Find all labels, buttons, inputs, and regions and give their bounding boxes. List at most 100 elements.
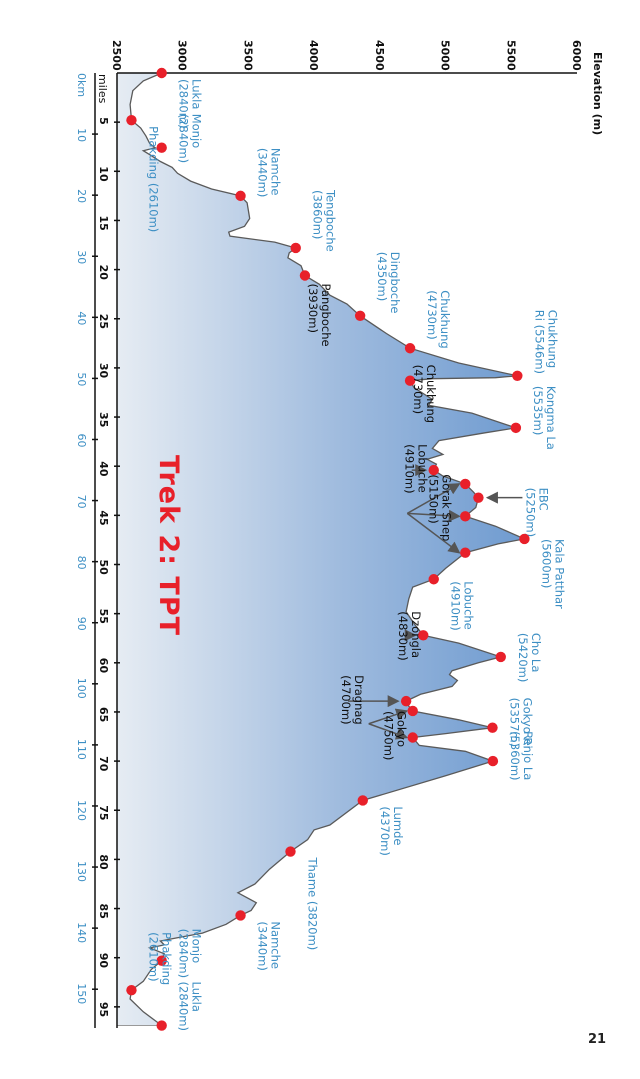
- km-tick-label: 40: [75, 311, 88, 325]
- waypoint-marker: [460, 511, 471, 522]
- waypoint-marker: [487, 755, 499, 767]
- elevation-tick-label: 3500: [241, 40, 254, 71]
- mile-tick-label: 10: [97, 166, 110, 182]
- waypoint-marker: [487, 722, 498, 733]
- waypoint-label: Kala Patthar: [552, 539, 566, 609]
- waypoint-label: (2840m): [177, 114, 191, 163]
- mile-tick-label: 80: [97, 854, 110, 870]
- waypoint-label: (5360m): [508, 731, 522, 780]
- km-tick-label: 50: [75, 372, 88, 386]
- km-tick-label: 140: [75, 922, 88, 943]
- km-tick-label: 10: [75, 128, 88, 142]
- waypoint-label: Tengboche: [324, 189, 338, 252]
- waypoint-label: Chukhung: [545, 310, 559, 368]
- km-tick-label: 0km: [75, 73, 88, 97]
- waypoint-label: Dzongla: [409, 611, 423, 658]
- waypoint-marker: [156, 142, 167, 153]
- mile-tick-label: 15: [97, 215, 110, 230]
- page-number: 21: [588, 1032, 607, 1047]
- mile-tick-label: 25: [97, 314, 110, 329]
- mile-tick-label: 5: [97, 117, 110, 125]
- waypoint-label: (3440m): [256, 148, 270, 197]
- waypoint-marker: [407, 732, 418, 743]
- waypoint-label: (4910m): [449, 581, 463, 630]
- mile-tick-label: 65: [97, 707, 110, 722]
- mile-tick-label: 90: [97, 953, 110, 969]
- waypoint-label: Monjo: [190, 929, 204, 963]
- waypoint-label: Monjo: [190, 114, 204, 148]
- waypoint-label: Lobuche: [416, 444, 430, 493]
- callout-arrow-icon: [368, 708, 409, 725]
- elevation-tick-label: 3000: [176, 40, 189, 71]
- waypoint-label: Dingboche: [388, 252, 402, 314]
- km-tick-label: 20: [75, 189, 88, 203]
- callout-arrow-icon: [406, 483, 461, 515]
- waypoint-label: (4370m): [378, 806, 392, 855]
- waypoint-label: (2840m): [177, 982, 191, 1031]
- waypoint-marker: [290, 242, 301, 254]
- mile-tick-label: 30: [97, 363, 110, 379]
- km-tick-label: 70: [75, 495, 88, 509]
- waypoint-label: (4830m): [396, 611, 410, 660]
- waypoint-label: Pangboche: [319, 283, 333, 346]
- waypoint-label: Dragnag: [352, 675, 366, 725]
- mile-tick-label: 60: [97, 658, 110, 674]
- waypoint-marker: [407, 705, 418, 717]
- waypoint-label: (5600m): [539, 539, 553, 588]
- waypoint-label: Lukla: [190, 79, 204, 109]
- callout-arrow-icon: [407, 509, 461, 522]
- chart-title: Trek 2: TPT: [153, 455, 184, 636]
- mile-tick-label: 55: [97, 609, 110, 624]
- waypoint-marker: [460, 547, 471, 558]
- mile-tick-label: 45: [97, 510, 110, 525]
- waypoint-marker: [428, 574, 439, 585]
- waypoint-marker: [495, 651, 506, 663]
- waypoint-marker: [156, 1020, 167, 1031]
- mile-tick-label: 35: [97, 412, 110, 427]
- miles-axis-label: miles: [96, 74, 109, 104]
- waypoint-marker: [156, 955, 167, 966]
- waypoint-label: Lobuche: [462, 581, 476, 630]
- callout-arrow-icon: [406, 512, 461, 554]
- waypoint-marker: [519, 533, 530, 545]
- waypoint-label: Cho La: [529, 633, 543, 672]
- elevation-tick-label: 5500: [504, 40, 517, 71]
- waypoint-label: Kongma La: [544, 386, 558, 450]
- waypoint-label: Namche: [269, 921, 283, 969]
- waypoint-label: (5420m): [516, 633, 530, 682]
- mile-tick-label: 40: [97, 461, 110, 477]
- waypoint-label: Thame (3820m): [305, 857, 319, 951]
- waypoint-marker: [299, 270, 311, 281]
- waypoint-label: Phakding (2610m): [146, 126, 160, 232]
- km-tick-label: 30: [75, 250, 88, 264]
- waypoint-label: (5250m): [523, 488, 537, 537]
- waypoint-label: (4350m): [375, 252, 389, 301]
- mile-tick-label: 20: [97, 265, 110, 281]
- mile-tick-label: 85: [97, 904, 110, 919]
- waypoint-marker: [156, 67, 167, 79]
- mile-tick-label: 50: [97, 560, 110, 576]
- waypoint-marker: [460, 478, 471, 490]
- waypoint-label: Namche: [269, 148, 283, 196]
- waypoint-marker: [126, 114, 137, 126]
- waypoint-marker: [512, 370, 523, 381]
- km-tick-label: 110: [75, 739, 88, 760]
- waypoint-label: Phakding: [159, 932, 173, 985]
- waypoint-marker: [235, 910, 246, 921]
- waypoint-marker: [404, 375, 416, 386]
- waypoint-label: (2840m): [177, 79, 191, 128]
- waypoint-marker: [285, 846, 296, 857]
- waypoint-label: Chukhung: [424, 365, 438, 423]
- waypoint-label: Ri (5546m): [532, 310, 546, 374]
- waypoint-label: (3440m): [256, 921, 270, 970]
- km-tick-label: 120: [75, 800, 88, 821]
- waypoint-marker: [126, 984, 137, 996]
- elevation-tick-label: 4500: [373, 40, 386, 71]
- waypoint-label: (4700m): [339, 675, 353, 724]
- elevation-tick-label: 2500: [110, 40, 123, 71]
- km-tick-label: 80: [75, 556, 88, 570]
- km-tick-label: 90: [75, 617, 88, 631]
- waypoint-label: (5357m): [507, 698, 521, 747]
- waypoint-label: (5150m): [426, 474, 440, 523]
